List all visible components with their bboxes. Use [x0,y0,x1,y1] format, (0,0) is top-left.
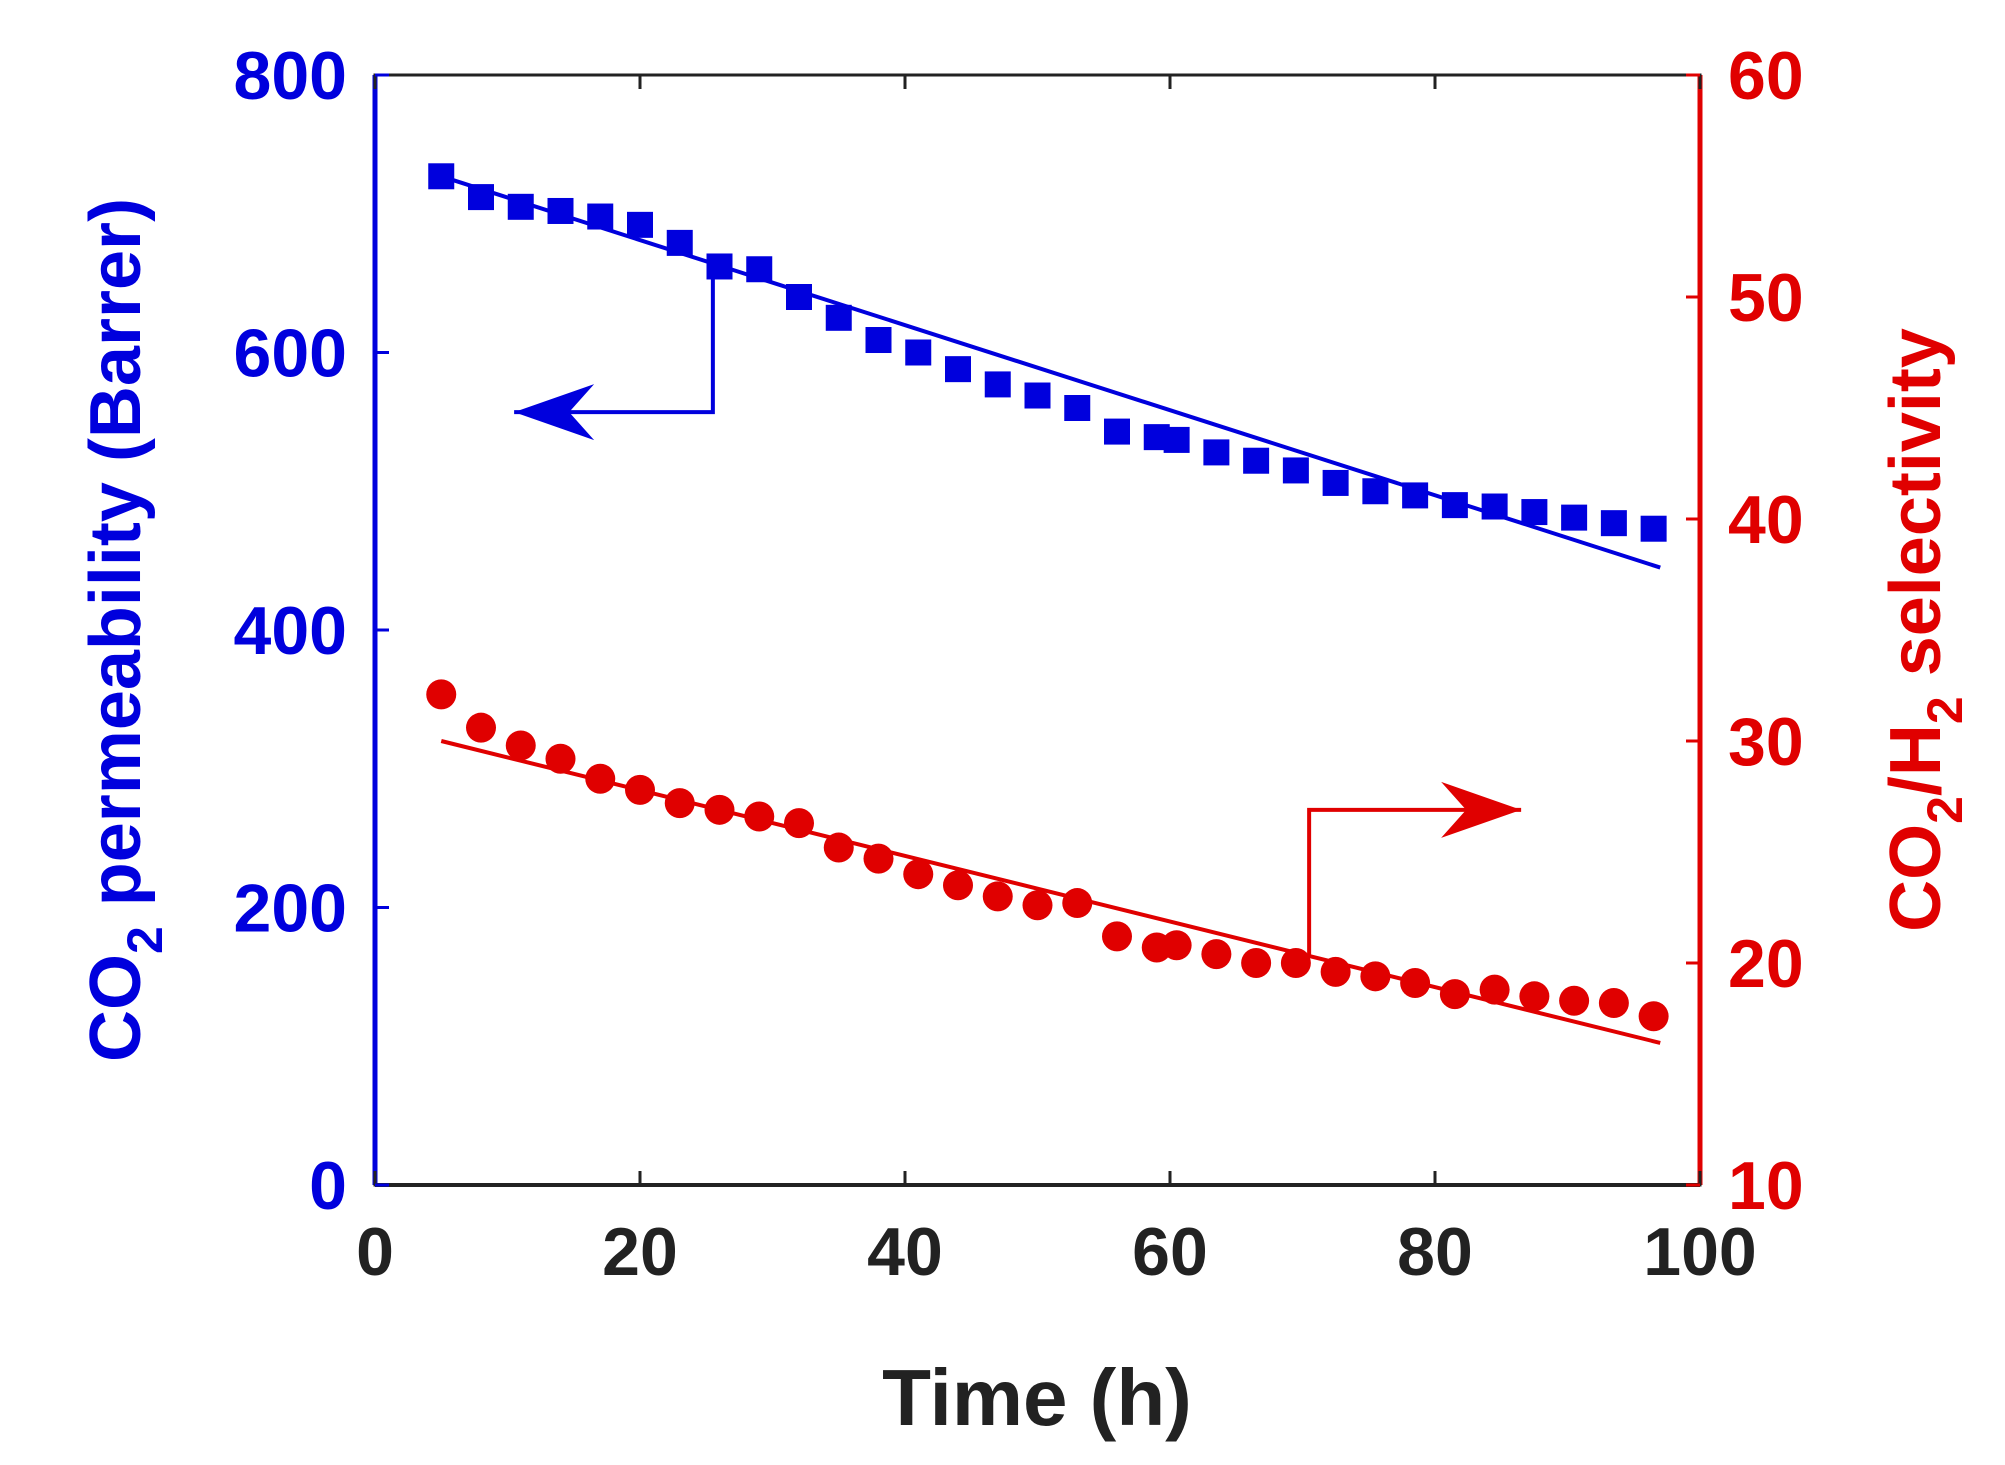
left-y-axis-label: CO2 permeability (Barrer) [76,198,173,1062]
fit-lines [440,174,1661,1045]
right-fit-line [440,739,1661,1045]
x-tick-label: 80 [1397,1214,1473,1290]
permeability-point [1024,382,1051,409]
permeability-point [865,327,892,354]
right-axis-indicator-line [1307,807,1522,957]
permeability-point [1104,418,1130,445]
left-axis-indicator-arrowhead [514,384,595,441]
selectivity-point [982,881,1013,912]
permeability-point [1600,510,1627,537]
left-fit-line [440,174,1661,570]
permeability-point [945,356,971,383]
permeability-point [547,197,574,224]
x-axis-label: Time (h) [882,1353,1192,1442]
right-y-axis-label: CO2/H2 selectivity [1876,328,1973,932]
permeability-point [1481,493,1508,520]
selectivity-point [1102,921,1132,952]
x-tick-label: 20 [602,1214,678,1290]
selectivity-point [823,832,854,863]
selectivity-point [1598,987,1629,1018]
selectivity-point [585,763,616,794]
x-tick-label: 100 [1643,1214,1756,1290]
left-axis-indicator-line [514,272,715,415]
selectivity-point [1022,890,1053,921]
permeability-point [1640,515,1667,542]
x-tick-label: 0 [356,1214,394,1290]
axis-indicator-arrows [514,272,1522,957]
permeability-point [905,339,932,366]
permeability-point [587,203,614,230]
permeability-point [825,304,852,331]
selectivity-point [943,870,973,901]
permeability-point [1243,447,1270,474]
left-y-tick-label: 800 [234,38,347,114]
permeability-point [1064,395,1091,421]
right-y-tick-label: 30 [1728,704,1804,780]
selectivity-point [1400,967,1431,998]
permeability-point [1402,482,1429,509]
permeability-point [1163,426,1190,453]
x-tick-label: 60 [1132,1214,1208,1290]
left-y-tick-label: 600 [234,316,347,392]
permeability-point [1521,499,1548,526]
selectivity-point [1439,979,1470,1010]
x-tick-label: 40 [867,1214,943,1290]
permeability-point [706,253,733,280]
right-y-tick-label: 40 [1728,482,1804,558]
selectivity-point [426,679,457,710]
permeability-point [468,184,494,211]
selectivity-point [625,774,655,805]
permeability-point [746,256,773,283]
selectivity-point [1638,1001,1669,1032]
selectivity-point [863,843,894,874]
permeability-point [1561,504,1588,531]
selectivity-point [784,808,814,839]
selectivity-point [1062,888,1093,919]
selectivity-point [1201,939,1232,970]
selectivity-point [466,712,496,743]
left-y-tick-label: 400 [234,593,347,669]
selectivity-point [1479,974,1510,1005]
selectivity-point [1280,948,1311,978]
left-y-tick-label: 200 [234,871,347,947]
selectivity-point [704,794,735,825]
selectivity-point [1320,956,1351,987]
axis-ticks: 0 20 40 60 80 100 0 200 400 600 800 10 20 30 40 50 60 [234,38,1804,1290]
right-y-tick-label: 60 [1728,38,1804,114]
selectivity-point [744,801,775,832]
right-y-tick-label: 50 [1728,260,1804,336]
right-axis-indicator-arrowhead [1441,781,1522,838]
permeability-point [428,163,455,190]
plot-frame [373,73,1702,1187]
permeability-point [1203,439,1230,466]
selectivity-point [1161,930,1192,961]
selectivity-point [1519,981,1550,1012]
data-markers [426,163,1669,1032]
permeability-point [984,371,1011,398]
selectivity-point [1559,985,1590,1016]
permeability-point [1362,478,1389,505]
permeability-point [627,211,653,238]
permeability-point [666,229,693,256]
permeability-point [1322,469,1349,496]
right-y-tick-label: 10 [1728,1148,1804,1224]
permeability-point [1282,457,1309,484]
selectivity-point [505,730,536,761]
selectivity-point [545,743,576,774]
permeability-point [507,193,534,220]
selectivity-point [903,859,934,890]
right-y-tick-label: 20 [1728,926,1804,1002]
selectivity-point [1241,948,1272,978]
selectivity-point [664,788,695,819]
permeability-point [786,284,812,310]
selectivity-point [1360,961,1391,992]
permeability-point [1441,492,1468,519]
left-y-tick-label: 0 [309,1148,347,1224]
